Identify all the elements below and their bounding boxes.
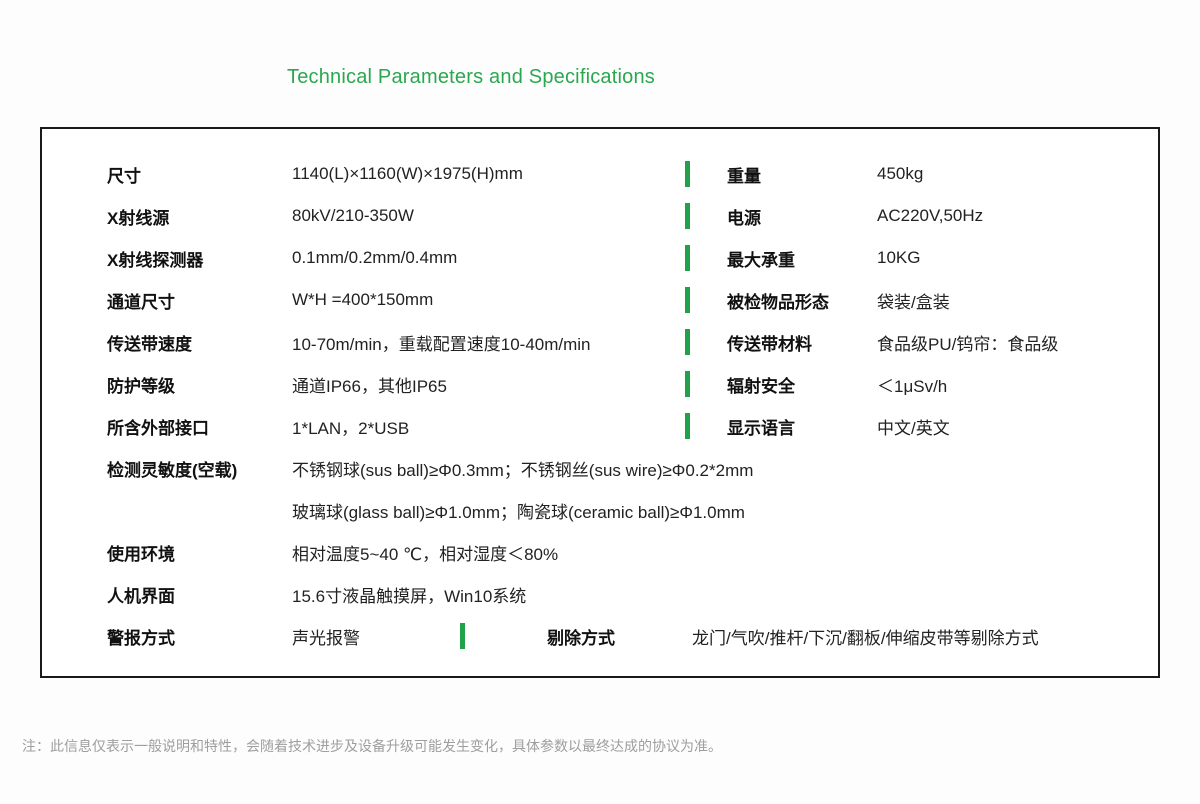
spec-row-alarm-reject: 警报方式 声光报警 剔除方式 龙门/气吹/推杆/下沉/翻板/伸缩皮带等剔除方式 — [42, 615, 1158, 657]
green-divider-bar — [685, 371, 690, 397]
spec-value: 通道IP66，其他IP65 — [292, 376, 447, 396]
spec-value: 袋装/盒装 — [877, 292, 950, 312]
spec-label: 警报方式 — [107, 628, 175, 648]
spec-row-belt-speed: 传送带速度 10-70m/min，重载配置速度10-40m/min 传送带材料 … — [42, 321, 1158, 363]
spec-value: 1*LAN，2*USB — [292, 418, 410, 438]
green-divider-bar — [685, 329, 690, 355]
spec-value: 相对温度5~40 ℃，相对湿度＜80% — [292, 544, 559, 564]
spec-value: W*H =400*150mm — [292, 290, 434, 309]
spec-value: 80kV/210-350W — [292, 206, 414, 225]
footer-disclaimer: 注：此信息仅表示一般说明和特性，会随着技术进步及设备升级可能发生变化，具体参数以… — [22, 738, 722, 754]
spec-value: 10KG — [877, 248, 921, 267]
spec-value: 0.1mm/0.2mm/0.4mm — [292, 248, 458, 267]
spec-value: 食品级PU/钨帘：食品级 — [877, 334, 1059, 354]
spec-row-xray-detector: X射线探测器 0.1mm/0.2mm/0.4mm 最大承重 10KG — [42, 237, 1158, 279]
spec-row-xray-source: X射线源 80kV/210-350W 电源 AC220V,50Hz — [42, 195, 1158, 237]
spec-label: 传送带材料 — [727, 334, 812, 354]
spec-row-hmi: 人机界面 15.6寸液晶触摸屏，Win10系统 — [42, 573, 1158, 615]
spec-label: 辐射安全 — [727, 376, 795, 396]
spec-value: 1140(L)×1160(W)×1975(H)mm — [292, 164, 523, 183]
spec-row-tunnel-size: 通道尺寸 W*H =400*150mm 被检物品形态 袋装/盒装 — [42, 279, 1158, 321]
spec-row-sensitivity-line2: 玻璃球(glass ball)≥Φ1.0mm；陶瓷球(ceramic ball)… — [42, 489, 1158, 531]
spec-row-sensitivity: 检测灵敏度(空载) 不锈钢球(sus ball)≥Φ0.3mm；不锈钢丝(sus… — [42, 447, 1158, 489]
spec-value: 10-70m/min，重载配置速度10-40m/min — [292, 334, 591, 354]
spec-label: 防护等级 — [107, 376, 175, 396]
spec-value: 不锈钢球(sus ball)≥Φ0.3mm；不锈钢丝(sus wire)≥Φ0.… — [292, 460, 754, 480]
green-divider-bar — [685, 413, 690, 439]
spec-label: 尺寸 — [107, 166, 141, 186]
spec-value: 中文/英文 — [877, 418, 950, 438]
spec-value: 15.6寸液晶触摸屏，Win10系统 — [292, 586, 527, 606]
spec-label: 使用环境 — [107, 544, 175, 564]
green-divider-bar — [685, 203, 690, 229]
green-divider-bar — [460, 623, 465, 649]
page-title: Technical Parameters and Specifications — [287, 66, 655, 88]
spec-value: 龙门/气吹/推杆/下沉/翻板/伸缩皮带等剔除方式 — [692, 628, 1039, 648]
spec-value: ＜1μSv/h — [877, 376, 948, 396]
spec-value: 450kg — [877, 164, 924, 183]
spec-table: 尺寸 1140(L)×1160(W)×1975(H)mm 重量 450kg X射… — [40, 127, 1160, 678]
spec-label: X射线探测器 — [107, 250, 204, 270]
spec-label: 剔除方式 — [547, 628, 615, 648]
spec-label: 人机界面 — [107, 586, 175, 606]
spec-label: 重量 — [727, 166, 761, 186]
spec-label: 传送带速度 — [107, 334, 192, 354]
spec-label: 所含外部接口 — [107, 418, 209, 438]
spec-value: 玻璃球(glass ball)≥Φ1.0mm；陶瓷球(ceramic ball)… — [292, 502, 745, 522]
spec-row-protection-grade: 防护等级 通道IP66，其他IP65 辐射安全 ＜1μSv/h — [42, 363, 1158, 405]
spec-row-environment: 使用环境 相对温度5~40 ℃，相对湿度＜80% — [42, 531, 1158, 573]
spec-label: 被检物品形态 — [727, 292, 829, 312]
green-divider-bar — [685, 245, 690, 271]
green-divider-bar — [685, 287, 690, 313]
spec-value: 声光报警 — [292, 628, 360, 648]
green-divider-bar — [685, 161, 690, 187]
spec-value: AC220V,50Hz — [877, 206, 984, 225]
spec-label: 显示语言 — [727, 418, 795, 438]
spec-label: X射线源 — [107, 208, 170, 228]
spec-label: 通道尺寸 — [107, 292, 175, 312]
spec-label: 电源 — [727, 208, 761, 228]
spec-label: 检测灵敏度(空载) — [107, 460, 238, 480]
spec-label: 最大承重 — [727, 250, 795, 270]
spec-row-external-ports: 所含外部接口 1*LAN，2*USB 显示语言 中文/英文 — [42, 405, 1158, 447]
spec-row-dimensions: 尺寸 1140(L)×1160(W)×1975(H)mm 重量 450kg — [42, 153, 1158, 195]
